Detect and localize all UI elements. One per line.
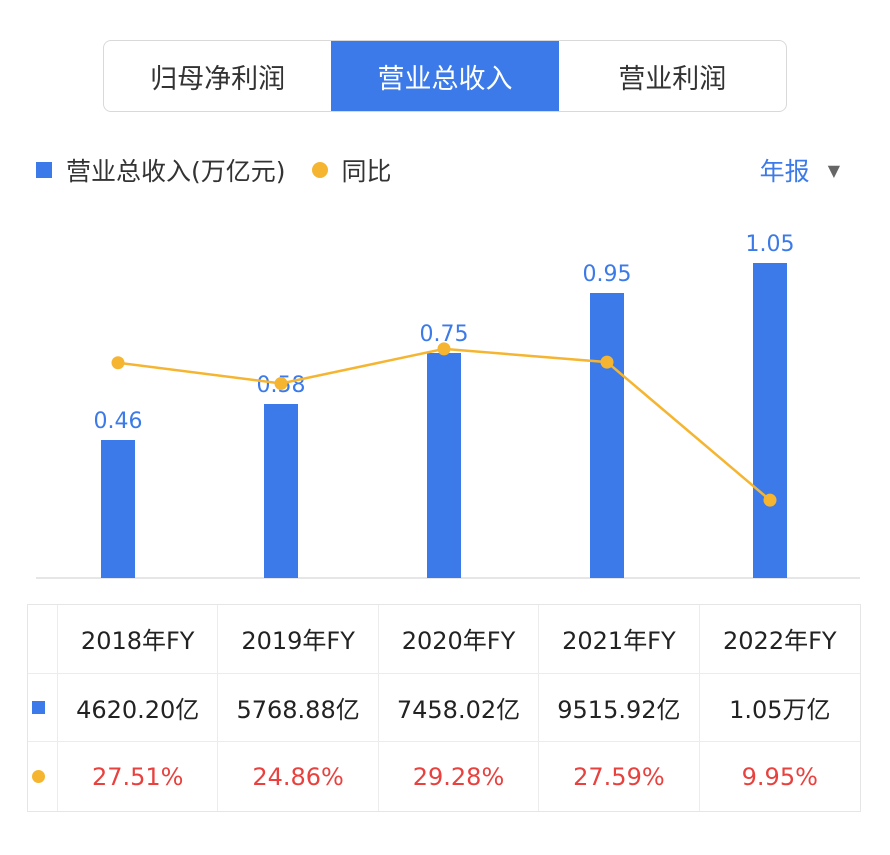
bar-legend-label: 营业总收入(万亿元) <box>66 157 286 186</box>
bar <box>590 293 624 578</box>
table-header: 2021年FY <box>539 605 700 674</box>
revenue-cell: 4620.20亿 <box>58 673 219 743</box>
bar <box>427 353 461 578</box>
yoy-point <box>763 493 777 507</box>
table-corner <box>28 605 58 674</box>
revenue-cell: 5768.88亿 <box>218 673 379 743</box>
bar-marker-icon <box>32 700 45 714</box>
yoy-point <box>274 376 288 390</box>
bar-data-label: 0.46 <box>94 409 143 434</box>
bar <box>264 404 298 578</box>
yoy-cell: 27.59% <box>539 742 700 811</box>
yoy-point <box>600 355 614 369</box>
revenue-chart: 0.460.580.750.951.05 <box>36 232 860 579</box>
period-selector[interactable]: 年报 ▼ <box>760 152 840 188</box>
tab-total-revenue[interactable]: 营业总收入 <box>331 41 559 111</box>
chart-legend: 营业总收入(万亿元) 同比 <box>36 152 392 188</box>
table-header: 2022年FY <box>699 605 860 674</box>
table-header: 2020年FY <box>378 605 540 674</box>
yoy-row-marker <box>28 742 58 811</box>
bar-data-label: 1.05 <box>746 232 795 257</box>
dot-marker-icon <box>32 770 45 784</box>
revenue-cell: 7458.02亿 <box>378 673 540 743</box>
yoy-cell: 27.51% <box>58 742 219 811</box>
bar-legend-swatch <box>36 162 52 178</box>
yoy-cell: 9.95% <box>741 762 818 791</box>
tab-operating-profit[interactable]: 营业利润 <box>618 63 727 95</box>
period-label: 年报 <box>759 157 810 186</box>
line-legend-swatch <box>311 162 328 178</box>
bar <box>753 263 787 578</box>
metric-tabs: 归母净利润 营业总收入 营业利润 <box>103 40 787 112</box>
revenue-row-marker <box>28 673 58 743</box>
table-header: 2019年FY <box>218 605 379 674</box>
caret-down-icon: ▼ <box>827 160 840 180</box>
tab-net-profit[interactable]: 归母净利润 <box>150 63 286 95</box>
yoy-cell: 24.86% <box>218 742 379 811</box>
revenue-cell: 9515.92亿 <box>539 673 700 743</box>
yoy-point <box>437 342 451 356</box>
data-table: 2018年FY 2019年FY 2020年FY 2021年FY 2022年FY … <box>27 604 861 812</box>
bar <box>101 440 135 578</box>
revenue-cell: 1.05万亿 <box>699 674 860 743</box>
yoy-cell: 29.28% <box>379 742 540 811</box>
line-legend-label: 同比 <box>341 157 392 186</box>
bar-data-label: 0.95 <box>583 262 632 287</box>
table-header: 2018年FY <box>58 605 219 674</box>
yoy-point <box>111 356 125 370</box>
